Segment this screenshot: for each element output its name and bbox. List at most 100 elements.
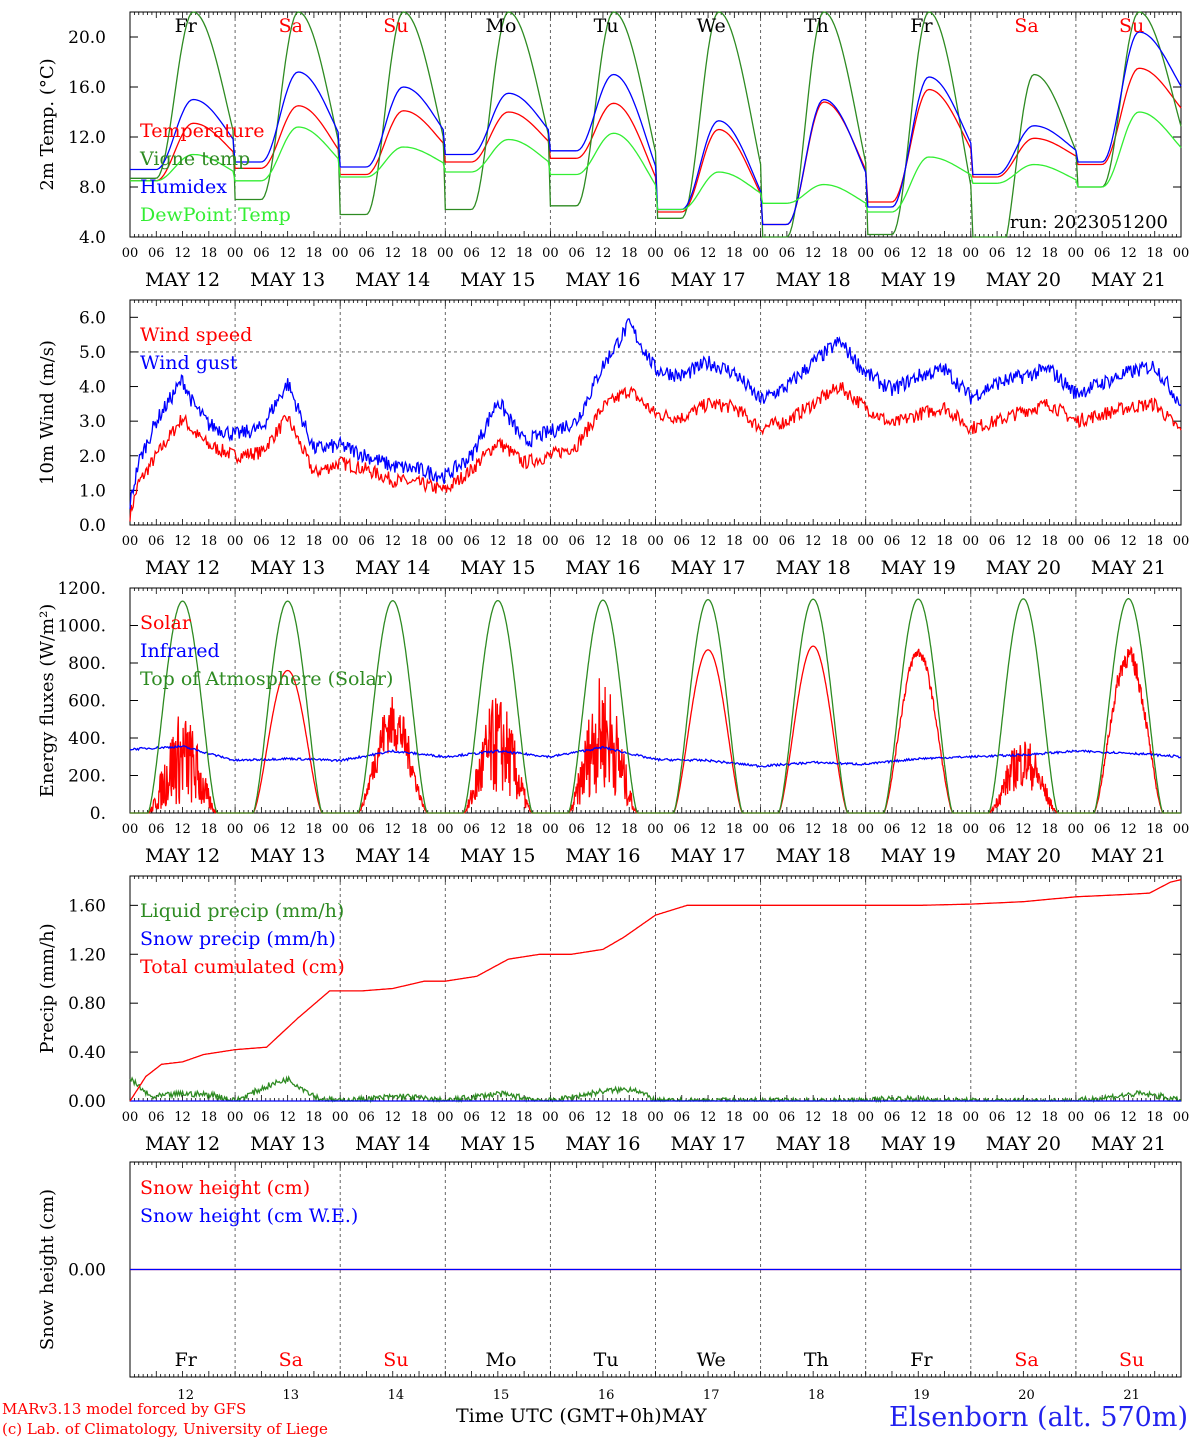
hour-tick-label: 18 [201,822,218,837]
hour-tick-label: 06 [358,822,375,837]
day-label: Mo [486,15,517,37]
series-line [130,744,1182,768]
legend-entry: DewPoint Temp [140,204,291,226]
date-label: MAY 14 [355,1133,430,1155]
y-tick-label: 1200. [57,579,106,599]
hour-tick-label: 12 [805,534,822,549]
hour-tick-label: 06 [779,1110,796,1125]
hour-tick-label: 06 [568,246,585,261]
hour-tick-label: 00 [857,1110,874,1125]
date-label: MAY 21 [1091,845,1166,867]
hour-tick-label: 18 [726,534,743,549]
y-tick-label: 800. [68,654,106,674]
hour-tick-label: 00 [857,246,874,261]
y-tick-label: 600. [68,692,106,712]
hour-tick-label: 06 [779,822,796,837]
day-label: Su [383,1349,408,1371]
hour-tick-label: 00 [1068,246,1085,261]
y-tick-label: 400. [68,729,106,749]
date-label: MAY 13 [250,845,325,867]
hour-tick-label: 12 [910,822,927,837]
date-label: MAY 14 [355,845,430,867]
y-tick-label: 3.0 [79,412,106,432]
y-tick-label: 0.0 [79,516,106,536]
date-label: MAY 20 [986,557,1061,579]
date-label: MAY 17 [670,557,745,579]
date-label: MAY 12 [145,845,220,867]
hour-tick-label: 00 [1173,1110,1190,1125]
hour-tick-label: 12 [279,1110,296,1125]
hour-tick-label: 12 [1120,822,1137,837]
hour-tick-label: 06 [568,822,585,837]
day-label: Th [804,15,829,37]
hour-tick-label: 12 [595,1110,612,1125]
hour-tick-label: 00 [1068,822,1085,837]
hour-tick-label: 12 [174,822,191,837]
day-number-label: 20 [1018,1388,1035,1403]
day-label: Sa [1014,1349,1038,1371]
hour-tick-label: 12 [174,1110,191,1125]
date-label: MAY 17 [670,1133,745,1155]
hour-tick-label: 18 [936,534,953,549]
y-tick-label: 1000. [57,617,106,637]
hour-tick-label: 18 [306,1110,323,1125]
date-label: MAY 21 [1091,1133,1166,1155]
hour-tick-label: 00 [647,1110,664,1125]
y-axis-label: Energy fluxes (W/m²) [37,604,58,798]
date-label: MAY 17 [670,845,745,867]
hour-tick-label: 06 [989,246,1006,261]
date-label: MAY 21 [1091,557,1166,579]
hour-tick-label: 06 [148,534,165,549]
y-axis-label: 10m Wind (m/s) [37,340,58,485]
day-number-label: 14 [388,1388,405,1403]
day-label: Sa [1014,15,1038,37]
hour-tick-label: 12 [700,246,717,261]
day-number-label: 15 [493,1388,510,1403]
hour-tick-label: 12 [490,822,507,837]
hour-tick-label: 00 [752,822,769,837]
hour-tick-label: 00 [122,1110,139,1125]
hour-tick-label: 00 [857,534,874,549]
hour-tick-label: 18 [306,534,323,549]
hour-tick-label: 06 [989,822,1006,837]
hour-tick-label: 18 [516,534,533,549]
day-label: Sa [279,15,303,37]
hour-tick-label: 06 [884,534,901,549]
hour-tick-label: 12 [700,534,717,549]
hour-tick-label: 06 [779,246,796,261]
hour-tick-label: 06 [884,1110,901,1125]
legend-entry: Wind gust [140,352,238,374]
hour-tick-label: 12 [805,822,822,837]
hour-tick-label: 12 [595,534,612,549]
date-label: MAY 18 [776,1133,851,1155]
hour-tick-label: 18 [621,246,638,261]
hour-tick-label: 00 [332,822,349,837]
legend-entry: Snow height (cm) [140,1177,310,1199]
day-number-label: 19 [913,1388,930,1403]
date-label: MAY 15 [460,845,535,867]
date-label: MAY 15 [460,269,535,291]
hour-tick-label: 18 [201,246,218,261]
hour-tick-label: 12 [595,822,612,837]
day-label: Tu [594,1349,619,1371]
x-axis-title: Time UTC (GMT+0h)MAY [456,1405,707,1427]
hour-tick-label: 18 [831,534,848,549]
hour-tick-label: 18 [516,822,533,837]
y-tick-label: 1.20 [68,945,106,965]
hour-tick-label: 12 [384,534,401,549]
hour-tick-label: 06 [253,534,270,549]
hour-tick-label: 06 [989,534,1006,549]
legend-entry: Vigne temp [139,148,250,170]
month-label: MAY [661,1405,707,1427]
y-tick-label: 6.0 [79,308,106,328]
legend-entry: Snow height (cm W.E.) [140,1205,358,1227]
legend-entry: Total cumulated (cm) [140,956,345,978]
date-label: MAY 21 [1091,269,1166,291]
hour-tick-label: 00 [647,822,664,837]
hour-tick-label: 12 [1120,1110,1137,1125]
hour-tick-label: 00 [542,1110,559,1125]
date-label: MAY 19 [881,269,956,291]
hour-tick-label: 06 [1094,246,1111,261]
hour-tick-label: 18 [726,822,743,837]
day-label: Fr [175,15,198,37]
